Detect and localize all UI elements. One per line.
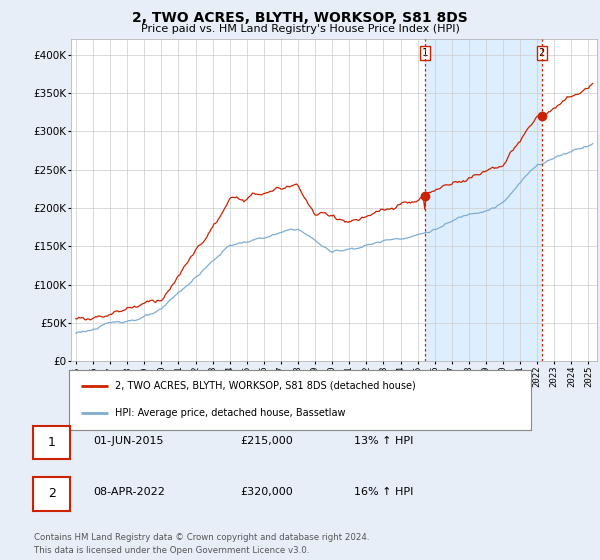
Text: 1: 1 (47, 436, 56, 449)
Text: Price paid vs. HM Land Registry's House Price Index (HPI): Price paid vs. HM Land Registry's House … (140, 24, 460, 34)
Bar (425, 39, 542, 361)
Text: 1: 1 (422, 48, 428, 58)
Text: 2, TWO ACRES, BLYTH, WORKSOP, S81 8DS (detached house): 2, TWO ACRES, BLYTH, WORKSOP, S81 8DS (d… (115, 381, 416, 391)
Text: £215,000: £215,000 (240, 436, 293, 446)
Text: 08-APR-2022: 08-APR-2022 (93, 487, 165, 497)
Text: 2: 2 (47, 487, 56, 501)
Text: HPI: Average price, detached house, Bassetlaw: HPI: Average price, detached house, Bass… (115, 408, 346, 418)
Text: 16% ↑ HPI: 16% ↑ HPI (354, 487, 413, 497)
Text: 01-JUN-2015: 01-JUN-2015 (93, 436, 163, 446)
Text: £320,000: £320,000 (240, 487, 293, 497)
Text: Contains HM Land Registry data © Crown copyright and database right 2024.
This d: Contains HM Land Registry data © Crown c… (34, 533, 370, 554)
Text: 13% ↑ HPI: 13% ↑ HPI (354, 436, 413, 446)
Text: 2, TWO ACRES, BLYTH, WORKSOP, S81 8DS: 2, TWO ACRES, BLYTH, WORKSOP, S81 8DS (132, 11, 468, 25)
Text: 2: 2 (539, 48, 545, 58)
